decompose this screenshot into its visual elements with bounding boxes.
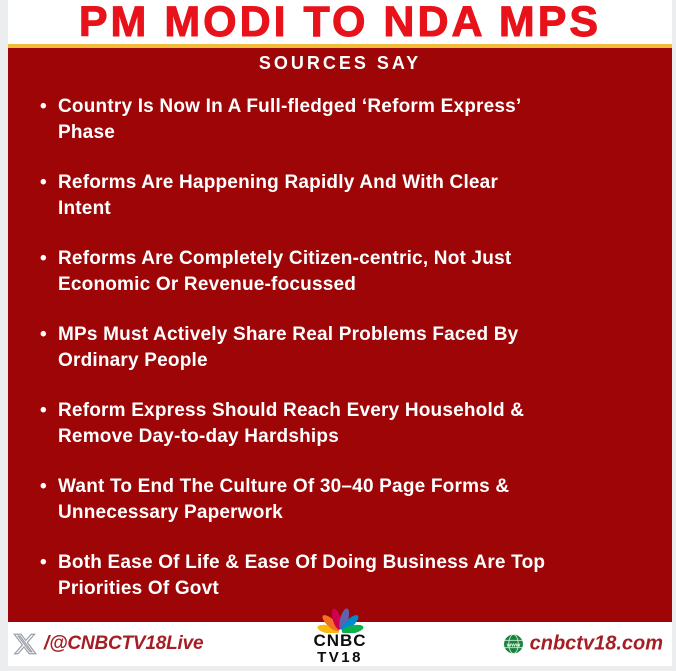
bullet-icon: • — [40, 400, 47, 421]
cnbc-tv18-logo: CNBC TV18 — [313, 608, 366, 665]
bullet-text: Both Ease Of Life & Ease Of Doing Busine… — [58, 552, 546, 599]
list-item: • Reform Express Should Reach Every Hous… — [40, 398, 646, 450]
www-globe-icon: www — [503, 634, 523, 654]
list-item: • Reforms Are Happening Rapidly And With… — [40, 170, 646, 222]
footer-band: /@CNBCTV18Live CNBC TV18 www cnbct — [8, 608, 672, 666]
logo-text-cnbc: CNBC — [313, 631, 367, 650]
bullet-text: Reform Express Should Reach Every Househ… — [58, 400, 525, 447]
page-title: PM MODI TO NDA MPS — [78, 0, 602, 46]
header-band: PM MODI TO NDA MPS — [8, 0, 672, 48]
bullet-icon: • — [40, 248, 47, 269]
x-logo-icon — [13, 633, 37, 655]
list-item: • Want To End The Culture Of 30–40 Page … — [40, 474, 646, 526]
bullet-text: Country Is Now In A Full-fledged ‘Reform… — [58, 96, 522, 143]
bullet-icon: • — [40, 172, 47, 193]
infographic-card: PM MODI TO NDA MPS SOURCES SAY • Country… — [8, 0, 672, 666]
list-item: • Country Is Now In A Full-fledged ‘Refo… — [40, 94, 646, 146]
logo-text-tv18: TV18 — [317, 649, 363, 666]
list-item: • MPs Must Actively Share Real Problems … — [40, 322, 646, 374]
bullet-icon: • — [40, 552, 47, 573]
list-item: • Both Ease Of Life & Ease Of Doing Busi… — [40, 550, 646, 602]
nbc-peacock-icon — [316, 608, 363, 633]
subtitle: SOURCES SAY — [258, 53, 422, 73]
bullet-text: Want To End The Culture Of 30–40 Page Fo… — [58, 476, 510, 523]
twitter-handle-group: /@CNBCTV18Live — [13, 632, 204, 656]
bullet-text: Reforms Are Happening Rapidly And With C… — [58, 172, 499, 219]
website-url: cnbctv18.com — [529, 632, 663, 655]
list-item: • Reforms Are Completely Citizen-centric… — [40, 246, 646, 298]
bullet-icon: • — [40, 476, 47, 497]
bullet-icon: • — [40, 96, 47, 117]
twitter-handle: /@CNBCTV18Live — [44, 633, 204, 654]
svg-text:www: www — [505, 643, 520, 649]
bullet-list: • Country Is Now In A Full-fledged ‘Refo… — [8, 94, 672, 602]
bullet-text: MPs Must Actively Share Real Problems Fa… — [58, 324, 519, 371]
website-group: www cnbctv18.com — [503, 633, 663, 656]
bullet-text: Reforms Are Completely Citizen-centric, … — [58, 248, 512, 295]
bullet-icon: • — [40, 324, 47, 345]
